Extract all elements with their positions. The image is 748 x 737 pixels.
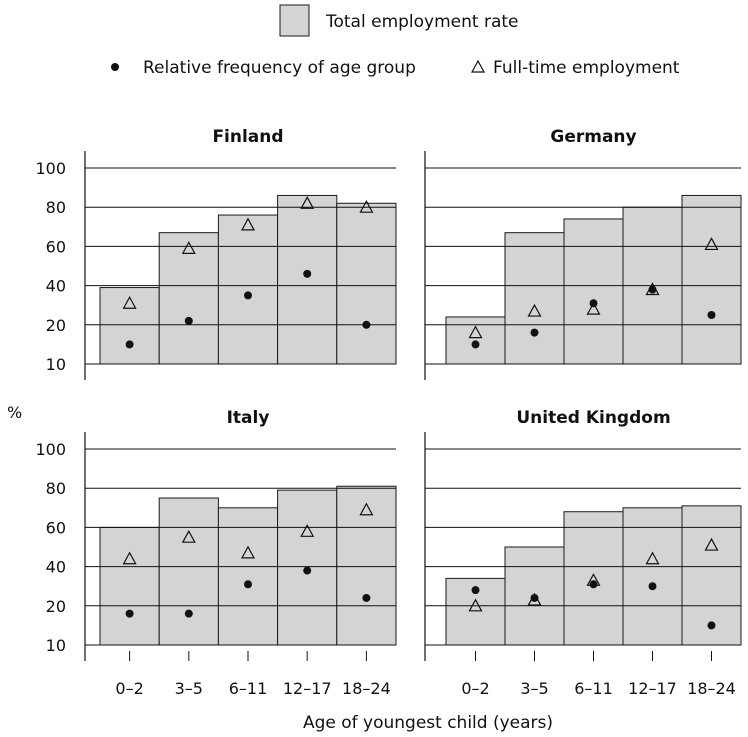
bar-total-2 <box>217 507 279 646</box>
point-frequency-2 <box>244 580 252 589</box>
panel-title: Finland <box>212 127 283 147</box>
legend: Total employment rate Relative frequency… <box>111 4 680 78</box>
bar-total-1 <box>504 232 565 365</box>
legend-frequency-label: Relative frequency of age group <box>143 58 416 78</box>
panel-title: Italy <box>227 408 270 428</box>
point-frequency-3 <box>303 269 312 278</box>
bar-total-4 <box>336 485 397 646</box>
bar-total-4 <box>336 202 397 365</box>
point-fulltime-2 <box>586 301 601 315</box>
point-frequency-0 <box>471 340 480 349</box>
legend-fulltime-label: Full-time employment <box>493 58 680 78</box>
x-axis-label: Age of youngest child (years) <box>303 713 553 733</box>
y-tick-label-40: 40 <box>46 558 66 577</box>
y-tick-label-80: 80 <box>46 198 66 217</box>
point-fulltime-4 <box>704 237 719 251</box>
point-fulltime-3 <box>645 282 660 296</box>
x-tick-label-2: 6–11 <box>574 679 613 698</box>
y-tick-label-60: 60 <box>46 518 66 537</box>
point-fulltime-3 <box>300 196 315 209</box>
x-tick-label-1: 3–5 <box>520 679 548 698</box>
bar-total-3 <box>277 194 338 365</box>
point-frequency-4 <box>707 621 716 630</box>
x-tick-label-4: 18–24 <box>342 679 391 698</box>
bar-total-2 <box>563 218 624 365</box>
y-tick-label-100: 100 <box>35 159 66 178</box>
y-tick-label-10: 10 <box>46 355 66 374</box>
point-fulltime-2 <box>240 545 256 559</box>
point-frequency-0 <box>125 340 134 349</box>
point-frequency-3 <box>303 566 312 575</box>
legend-frequency-marker <box>111 63 119 71</box>
point-frequency-4 <box>362 320 371 329</box>
point-fulltime-0 <box>468 325 483 339</box>
y-tick-label-80: 80 <box>46 479 66 498</box>
x-tick-label-2: 6–11 <box>229 679 268 698</box>
panel-title: Germany <box>550 127 636 147</box>
panel-title: United Kingdom <box>516 408 670 428</box>
point-frequency-3 <box>648 582 657 591</box>
point-fulltime-0 <box>122 295 137 309</box>
x-tick-label-4: 18–24 <box>687 679 736 698</box>
point-frequency-0 <box>125 609 134 618</box>
x-tick-label-3: 12–17 <box>628 679 677 698</box>
bar-total-4 <box>681 194 742 365</box>
bar-total-0 <box>99 287 160 365</box>
y-tick-label-60: 60 <box>46 237 66 256</box>
point-frequency-1 <box>184 609 193 618</box>
point-frequency-1 <box>530 328 539 337</box>
panels: 10 20 40 60 80 100 Finland Germany 10 20 40 60 80 100… <box>35 127 742 698</box>
x-tick-label-1: 3–5 <box>175 679 203 698</box>
x-tick-label-0: 0–2 <box>115 679 143 698</box>
panel-united-kingdom: United Kingdom 0–2 3–5 6–11 12–17 18–24 <box>424 408 742 698</box>
point-frequency-2 <box>589 580 598 589</box>
y-tick-label-10: 10 <box>46 636 66 655</box>
point-fulltime-2 <box>586 573 601 586</box>
point-fulltime-1 <box>181 241 196 254</box>
panel-germany: Germany <box>424 127 742 380</box>
point-fulltime-0 <box>468 598 483 612</box>
point-fulltime-3 <box>300 524 315 537</box>
point-fulltime-4 <box>704 537 719 551</box>
bar-total-2 <box>217 214 279 365</box>
point-frequency-1 <box>530 593 539 602</box>
y-tick-label-40: 40 <box>46 277 66 296</box>
legend-total-swatch <box>279 4 310 37</box>
point-fulltime-4 <box>359 502 374 516</box>
point-fulltime-1 <box>527 303 542 317</box>
point-fulltime-4 <box>359 199 374 213</box>
legend-fulltime-marker <box>470 59 486 73</box>
point-frequency-2 <box>244 291 252 300</box>
point-frequency-4 <box>707 311 716 319</box>
bar-total-1 <box>158 232 219 365</box>
bar-total-3 <box>622 507 683 646</box>
legend-total-label: Total employment rate <box>325 12 519 32</box>
point-fulltime-3 <box>645 551 660 565</box>
point-frequency-0 <box>471 586 480 595</box>
panel-italy: 10 20 40 60 80 100 Italy 0–2 3–5 6–11 12–17 18–24 <box>35 408 397 698</box>
y-tick-label-100: 100 <box>35 440 66 459</box>
bar-total-1 <box>158 497 219 646</box>
panel-finland: 10 20 40 60 80 100 Finland <box>35 127 397 380</box>
x-tick-label-0: 0–2 <box>461 679 489 698</box>
point-frequency-4 <box>362 593 371 602</box>
y-axis-label: % <box>7 403 22 422</box>
point-frequency-1 <box>184 316 193 325</box>
point-fulltime-2 <box>240 217 256 231</box>
point-fulltime-1 <box>527 592 542 606</box>
y-tick-label-20: 20 <box>46 316 66 335</box>
bar-total-0 <box>99 526 160 646</box>
point-fulltime-0 <box>122 551 137 565</box>
x-tick-label-3: 12–17 <box>283 679 332 698</box>
point-fulltime-1 <box>181 529 196 543</box>
y-tick-label-20: 20 <box>46 597 66 616</box>
bar-total-2 <box>563 511 624 646</box>
